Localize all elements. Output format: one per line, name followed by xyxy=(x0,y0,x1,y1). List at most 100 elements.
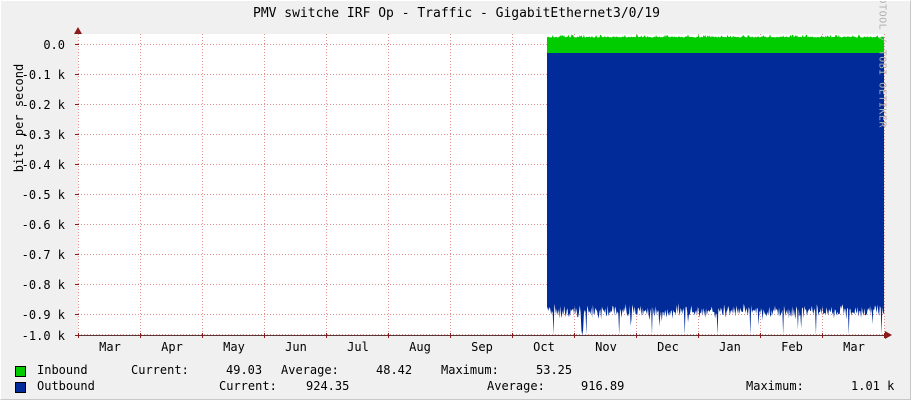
gridline-v-5 xyxy=(388,34,389,335)
legend-maximum-label-inbound: Maximum: xyxy=(441,363,499,377)
gridline-v-1 xyxy=(140,34,141,335)
x-tick-label-2: May xyxy=(223,340,245,354)
y-tick-9 xyxy=(75,314,79,315)
y-tick-label-0: 0.0 xyxy=(43,38,65,52)
legend-current-label-outbound: Current: xyxy=(219,379,277,393)
gridline-h-7 xyxy=(78,254,884,255)
x-tick-2 xyxy=(202,333,203,338)
legend-swatch-outbound xyxy=(15,382,26,393)
series-area-inbound xyxy=(547,34,884,53)
legend-swatch-inbound xyxy=(15,366,26,377)
x-tick-label-6: Sep xyxy=(471,340,493,354)
x-tick-0 xyxy=(78,333,79,338)
x-tick-3 xyxy=(264,333,265,338)
y-tick-7 xyxy=(75,254,79,255)
x-axis-arrow-icon xyxy=(885,331,892,339)
gridline-h-1 xyxy=(78,74,884,75)
x-tick-label-1: Apr xyxy=(161,340,183,354)
y-axis-arrow-icon xyxy=(74,27,82,34)
gridline-h-2 xyxy=(78,104,884,105)
gridline-v-7 xyxy=(512,34,513,335)
traffic-series-svg xyxy=(547,34,884,335)
gridline-v-3 xyxy=(264,34,265,335)
gridline-v-2 xyxy=(202,34,203,335)
y-tick-label-3: -0.3 k xyxy=(21,128,65,142)
gridline-h-3 xyxy=(78,134,884,135)
gridline-h-5 xyxy=(78,194,884,195)
y-tick-label-1: -0.1 k xyxy=(21,68,65,82)
legend-average-label-inbound: Average: xyxy=(281,363,339,377)
page-title: PMV switche IRF Op - Traffic - GigabitEt… xyxy=(253,6,660,21)
legend-name-outbound: Outbound xyxy=(37,379,95,393)
legend-row-inbound: Inbound Current: 49.03 Average: 48.42 Ma… xyxy=(1,363,910,379)
gridline-h-10 xyxy=(78,334,884,335)
y-tick-1 xyxy=(75,74,79,75)
y-tick-2 xyxy=(75,104,79,105)
y-tick-8 xyxy=(75,284,79,285)
gridline-h-0 xyxy=(78,44,884,45)
plot-area xyxy=(78,34,885,335)
x-tick-label-5: Aug xyxy=(409,340,431,354)
y-tick-label-2: -0.2 k xyxy=(21,98,65,112)
y-tick-label-6: -0.6 k xyxy=(21,218,65,232)
y-tick-label-8: -0.8 k xyxy=(21,278,65,292)
x-tick-label-10: Jan xyxy=(719,340,741,354)
x-tick-label-4: Jul xyxy=(347,340,369,354)
x-tick-7 xyxy=(512,333,513,338)
x-tick-12 xyxy=(822,333,823,338)
x-tick-9 xyxy=(636,333,637,338)
y-tick-label-4: -0.4 k xyxy=(21,158,65,172)
x-tick-5 xyxy=(388,333,389,338)
rrdtool-watermark: RRDTOOL / TOBI OETIKER xyxy=(876,0,888,128)
legend-average-value-inbound: 48.42 xyxy=(376,363,413,377)
y-tick-4 xyxy=(75,164,79,165)
y-tick-6 xyxy=(75,224,79,225)
y-tick-label-7: -0.7 k xyxy=(21,248,65,262)
x-tick-label-12: Mar xyxy=(843,340,865,354)
gridline-h-9 xyxy=(78,314,884,315)
gridline-h-8 xyxy=(78,284,884,285)
x-tick-label-7: Oct xyxy=(533,340,555,354)
legend-average-label-outbound: Average: xyxy=(487,379,545,393)
y-tick-label-9: -0.9 k xyxy=(21,308,65,322)
gridline-h-4 xyxy=(78,164,884,165)
x-tick-label-11: Feb xyxy=(781,340,803,354)
y-tick-10 xyxy=(75,335,79,336)
legend-average-value-outbound: 916.89 xyxy=(581,379,625,393)
gridline-h-6 xyxy=(78,224,884,225)
x-axis-line xyxy=(77,335,889,336)
x-tick-1 xyxy=(140,333,141,338)
x-tick-label-9: Dec xyxy=(657,340,679,354)
gridline-v-0 xyxy=(78,34,79,335)
legend-maximum-label-outbound: Maximum: xyxy=(746,379,804,393)
y-tick-label-10: -1.0 k xyxy=(21,329,65,343)
x-tick-8 xyxy=(574,333,575,338)
legend-current-value-inbound: 49.03 xyxy=(226,363,263,377)
legend: Inbound Current: 49.03 Average: 48.42 Ma… xyxy=(1,361,910,399)
x-tick-10 xyxy=(698,333,699,338)
x-tick-13 xyxy=(884,333,885,338)
x-tick-11 xyxy=(760,333,761,338)
y-tick-3 xyxy=(75,134,79,135)
x-tick-6 xyxy=(450,333,451,338)
legend-maximum-value-outbound: 1.01 k xyxy=(851,379,895,393)
gridline-v-13 xyxy=(884,34,885,335)
legend-maximum-value-inbound: 53.25 xyxy=(536,363,573,377)
gridline-v-6 xyxy=(450,34,451,335)
x-tick-label-8: Nov xyxy=(595,340,617,354)
series-layer xyxy=(78,34,884,335)
x-tick-4 xyxy=(326,333,327,338)
series-area-outbound xyxy=(547,53,884,335)
y-tick-5 xyxy=(75,194,79,195)
legend-name-inbound: Inbound xyxy=(37,363,88,377)
y-tick-0 xyxy=(75,44,79,45)
legend-row-outbound: Outbound Current: 924.35 Average: 916.89… xyxy=(1,379,910,395)
legend-current-label-inbound: Current: xyxy=(131,363,189,377)
x-tick-label-3: Jun xyxy=(285,340,307,354)
x-tick-label-0: Mar xyxy=(99,340,121,354)
gridline-v-4 xyxy=(326,34,327,335)
y-axis-label: bits per second xyxy=(12,63,26,173)
legend-current-value-outbound: 924.35 xyxy=(306,379,350,393)
y-tick-label-5: -0.5 k xyxy=(21,188,65,202)
